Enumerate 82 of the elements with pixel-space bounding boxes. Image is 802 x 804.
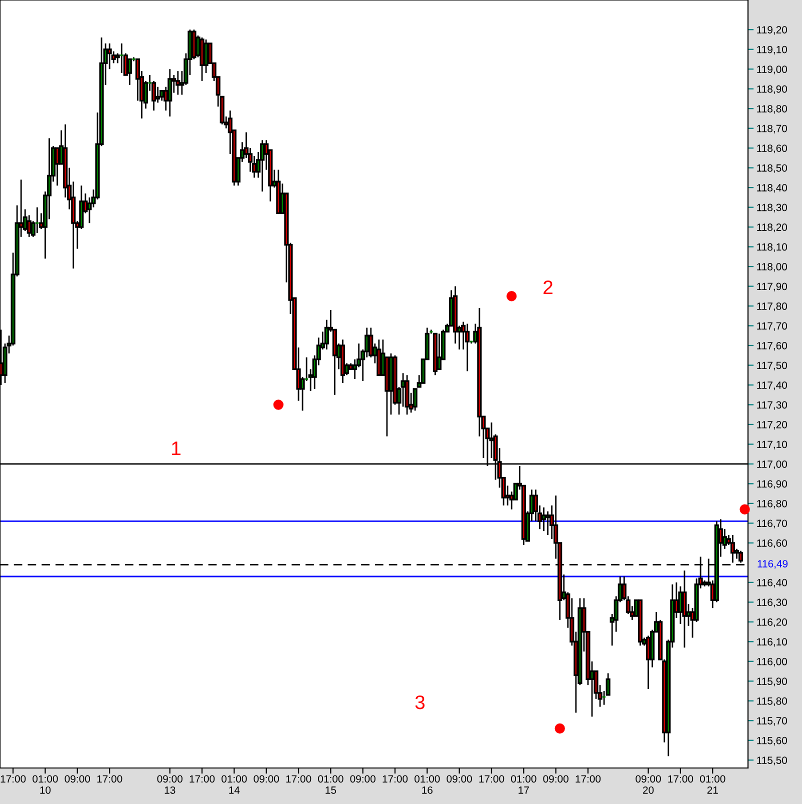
candlestick xyxy=(107,42,112,70)
candlestick xyxy=(678,586,683,625)
x-tick-label: 09:00 13 xyxy=(157,775,182,794)
candlestick xyxy=(176,70,180,96)
candlestick xyxy=(436,332,442,370)
candlestick xyxy=(55,147,60,186)
x-tick-label: 01:00 15 xyxy=(318,775,344,794)
x-tick-label: 09:00 xyxy=(350,775,376,783)
y-tick-label: 116,10 xyxy=(757,638,788,647)
point xyxy=(506,291,517,302)
x-tick-label: 01:00 14 xyxy=(222,775,247,794)
x-tick-label: 17:00 xyxy=(668,775,694,783)
point xyxy=(273,400,284,410)
candlestick xyxy=(127,58,132,86)
y-tick-label: 118,80 xyxy=(757,105,788,114)
x-tick-label: 01:00 21 xyxy=(700,775,726,794)
x-tick-label: 01:00 16 xyxy=(414,775,440,794)
y-tick-label: 116,30 xyxy=(757,598,788,608)
y-tick-label: 119,00 xyxy=(757,66,788,74)
annotation: 1 xyxy=(172,442,180,456)
candlestick xyxy=(541,506,546,532)
y-tick-label: 117,50 xyxy=(757,362,788,370)
point xyxy=(554,723,565,734)
candlestick xyxy=(260,139,265,192)
x-tick-label: 09:00 xyxy=(254,775,279,783)
y-tick-label: 118,00 xyxy=(757,263,788,272)
ref-line-label: 116,49 xyxy=(758,560,788,569)
y-tick-label: 116,00 xyxy=(757,658,788,666)
y-tick-label: 117,10 xyxy=(757,440,788,450)
candlestick xyxy=(730,534,736,564)
candlestick xyxy=(204,38,208,74)
y-tick-label: 116,20 xyxy=(757,618,788,628)
candlestick xyxy=(168,68,172,118)
y-tick-label: 115,80 xyxy=(757,697,788,706)
x-tick-label: 09:00 20 xyxy=(636,775,661,794)
x-tick-label: 17:00 xyxy=(97,775,122,783)
y-tick-label: 115,60 xyxy=(757,736,788,746)
y-tick-label: 116,90 xyxy=(757,480,788,489)
x-tick-label: 01:00 10 xyxy=(32,775,58,794)
x-tick-label: 17:00 xyxy=(576,775,601,783)
x-tick-label: 17:00 xyxy=(479,775,504,783)
y-tick-label: 117,60 xyxy=(757,342,788,351)
y-tick-label: 118,20 xyxy=(757,224,788,232)
y-tick-label: 118,30 xyxy=(757,204,788,212)
x-tick-label: 09:00 xyxy=(543,775,568,783)
candlestick xyxy=(160,90,164,102)
y-tick-label: 117,80 xyxy=(757,302,788,312)
y-tick-label: 118,10 xyxy=(757,243,788,252)
y-tick-label: 116,80 xyxy=(757,500,788,509)
x-tick-label: 17:00 xyxy=(190,775,215,783)
annotation: 3 xyxy=(415,695,425,710)
candlestick xyxy=(465,323,470,372)
y-tick-label: 119,10 xyxy=(757,46,788,54)
annotation: 2 xyxy=(544,280,552,294)
x-tick-label: 17:00 xyxy=(382,775,408,783)
candlestick xyxy=(546,510,550,536)
y-tick-label: 119,20 xyxy=(757,26,788,35)
y-tick-label: 117,20 xyxy=(757,420,788,430)
y-tick-label: 115,50 xyxy=(757,756,788,766)
y-tick-label: 116,40 xyxy=(757,578,788,588)
x-tick-label: 17:00 xyxy=(0,775,26,783)
y-tick-label: 117,00 xyxy=(757,460,788,470)
y-tick-label: 116,60 xyxy=(757,539,788,548)
y-tick-label: 118,90 xyxy=(757,85,788,94)
y-tick-label: 117,90 xyxy=(757,282,788,292)
y-tick-label: 117,30 xyxy=(757,401,788,410)
y-tick-label: 115,70 xyxy=(757,717,788,726)
y-tick-label: 115,90 xyxy=(757,678,788,686)
y-tick-label: 118,50 xyxy=(757,164,788,173)
y-tick-label: 118,40 xyxy=(757,184,788,193)
candlestick xyxy=(156,86,160,104)
y-tick-label: 118,60 xyxy=(757,144,788,154)
x-tick-label: 09:00 xyxy=(64,775,90,783)
point xyxy=(740,504,750,514)
y-tick-label: 118,70 xyxy=(757,124,788,134)
y-tick-label: 117,70 xyxy=(757,322,788,331)
x-tick-label: 09:00 xyxy=(446,775,472,783)
x-tick-label: 17:00 xyxy=(286,775,312,783)
y-tick-label: 117,40 xyxy=(757,381,788,390)
x-tick-label: 01:00 17 xyxy=(511,775,536,794)
candlestick xyxy=(682,570,687,648)
y-tick-label: 116,70 xyxy=(757,520,788,528)
